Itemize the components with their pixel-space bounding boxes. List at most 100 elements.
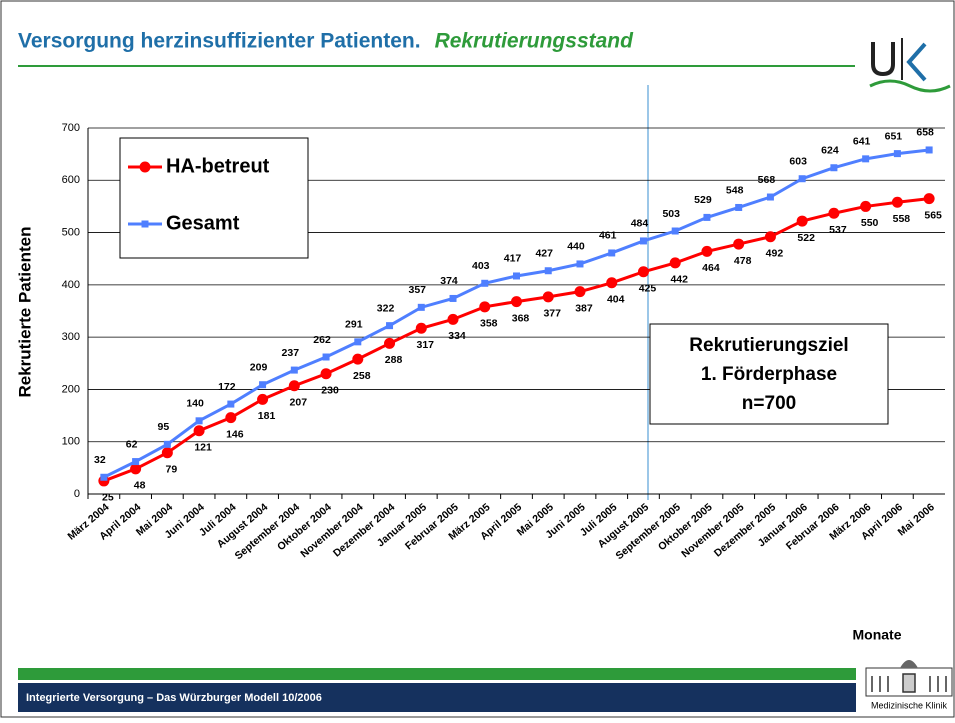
data-label: 288 <box>385 354 403 366</box>
data-point <box>449 294 457 302</box>
data-point <box>542 291 554 303</box>
data-point <box>891 196 903 208</box>
data-point <box>193 425 205 437</box>
x-axis-label: Monate <box>853 627 902 643</box>
data-point <box>733 238 745 250</box>
data-label: 368 <box>512 312 530 324</box>
data-point <box>290 366 298 374</box>
data-point <box>288 380 300 392</box>
data-point <box>259 381 267 389</box>
annotation: Rekrutierungsziel 1. Förderphase n=700 <box>649 323 889 425</box>
data-label: 181 <box>258 410 276 422</box>
data-point <box>320 368 332 380</box>
data-point <box>925 146 933 154</box>
data-label: 417 <box>504 253 522 265</box>
data-label: 403 <box>472 260 490 272</box>
data-point <box>703 213 711 221</box>
data-point <box>195 417 203 425</box>
data-point <box>447 313 459 325</box>
y-tick-label: 0 <box>74 488 80 500</box>
footer-band <box>18 668 856 680</box>
y-tick-label: 600 <box>62 174 80 186</box>
y-tick-label: 100 <box>62 436 80 448</box>
data-label: 478 <box>734 255 752 267</box>
y-tick-label: 300 <box>62 331 80 343</box>
data-label: 146 <box>226 428 244 440</box>
y-tick-label: 700 <box>62 122 80 134</box>
data-label: 25 <box>102 492 114 504</box>
data-label: 658 <box>916 127 934 139</box>
legend-marker <box>141 220 149 228</box>
data-label: 529 <box>694 194 712 206</box>
data-point <box>544 267 552 275</box>
data-point <box>798 175 806 183</box>
data-point <box>513 272 520 280</box>
data-label: 258 <box>353 370 371 382</box>
data-point <box>354 338 362 346</box>
data-point <box>766 193 774 201</box>
data-point <box>860 200 872 212</box>
data-point <box>161 447 173 459</box>
data-label: 172 <box>218 381 236 393</box>
data-label: 442 <box>670 274 688 286</box>
slide-title: Versorgung herzinsuffizienter Patienten. <box>18 30 421 53</box>
data-point <box>608 249 616 257</box>
data-point <box>576 260 584 268</box>
data-label: 230 <box>321 385 339 397</box>
data-point <box>669 257 681 269</box>
data-label: 357 <box>409 284 427 296</box>
y-tick-label: 400 <box>62 279 80 291</box>
data-point <box>796 215 808 227</box>
data-point <box>574 286 586 298</box>
data-point <box>417 303 425 311</box>
data-point <box>479 301 491 313</box>
logo-caption: Medizinische Klinik <box>871 700 948 710</box>
data-point <box>764 231 776 243</box>
data-label: 548 <box>726 184 744 196</box>
annotation-line: 1. Förderphase <box>701 364 837 385</box>
data-point <box>322 353 330 361</box>
data-point <box>130 463 142 475</box>
data-label: 440 <box>567 241 585 253</box>
legend: HA-betreut Gesamt <box>119 137 309 259</box>
data-label: 140 <box>186 398 204 410</box>
y-tick-label: 500 <box>62 226 80 238</box>
y-axis-label: Rekrutierte Patienten <box>15 227 34 398</box>
data-label: 651 <box>885 130 903 142</box>
data-label: 558 <box>893 213 911 225</box>
logo <box>869 38 951 93</box>
data-label: 62 <box>126 438 138 450</box>
data-label: 550 <box>861 217 879 229</box>
annotation-line: Rekrutierungsziel <box>689 335 848 356</box>
footer-text: Integrierte Versorgung – Das Würzburger … <box>26 692 322 704</box>
data-label: 503 <box>662 208 680 220</box>
data-point <box>639 237 647 245</box>
data-point <box>923 193 935 205</box>
data-label: 95 <box>158 421 170 433</box>
data-point <box>386 322 394 330</box>
data-label: 291 <box>345 319 363 331</box>
data-point <box>227 400 235 408</box>
data-point <box>352 353 364 365</box>
data-point <box>671 227 679 235</box>
data-point <box>384 337 396 349</box>
data-point <box>862 155 870 163</box>
slide-subtitle: Rekrutierungsstand <box>435 30 635 53</box>
data-label: 322 <box>377 302 395 314</box>
legend-label: HA-betreut <box>166 155 270 177</box>
data-point <box>163 440 171 448</box>
footer-bar <box>18 683 856 712</box>
annotation-box <box>649 323 889 425</box>
data-point <box>481 279 489 287</box>
data-label: 484 <box>631 218 649 230</box>
data-label: 237 <box>282 347 300 359</box>
data-label: 404 <box>607 294 625 306</box>
data-point <box>701 245 713 257</box>
data-point <box>735 203 743 211</box>
data-point <box>100 473 108 481</box>
data-point <box>830 164 838 172</box>
data-point <box>828 207 840 219</box>
data-label: 358 <box>480 318 498 330</box>
data-point <box>257 393 269 405</box>
